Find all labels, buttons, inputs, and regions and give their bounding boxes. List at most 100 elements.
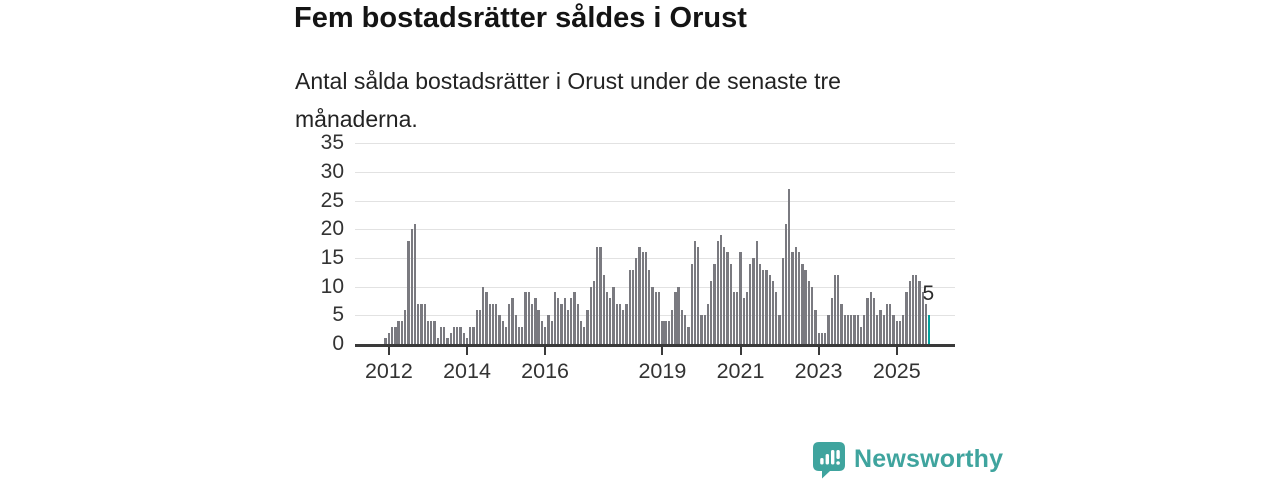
- gridline: [355, 200, 955, 202]
- bar: [384, 338, 387, 344]
- bar: [684, 315, 687, 345]
- bar: [573, 292, 576, 344]
- bar: [856, 315, 859, 345]
- bar: [511, 298, 514, 344]
- y-tick-label: 30: [320, 160, 344, 184]
- bar: [390, 326, 394, 344]
- bar: [397, 321, 400, 344]
- bar: [433, 321, 436, 344]
- bar: [833, 275, 837, 344]
- bar: [417, 303, 420, 344]
- bar: [824, 332, 827, 344]
- bar: [615, 303, 618, 344]
- bar: [739, 252, 742, 344]
- bar: [768, 275, 771, 344]
- bar: [547, 315, 550, 345]
- bar: [501, 321, 504, 344]
- bar: [827, 315, 830, 345]
- bar: [631, 269, 635, 344]
- bar: [911, 275, 915, 344]
- bar: [905, 292, 908, 344]
- bar: [628, 269, 631, 344]
- bar: [622, 309, 625, 344]
- bar: [788, 189, 791, 344]
- bar: [472, 326, 475, 344]
- x-tick-label: 2025: [872, 359, 921, 383]
- bar: [902, 315, 905, 345]
- bar: [840, 303, 843, 344]
- x-tick-label: 2021: [716, 359, 765, 383]
- gridline: [355, 258, 955, 260]
- bar: [540, 321, 544, 344]
- bar: [609, 298, 612, 344]
- bar: [723, 246, 726, 344]
- bar: [895, 321, 898, 344]
- bar: [797, 252, 801, 344]
- bar: [420, 303, 423, 344]
- bar: [439, 326, 443, 344]
- bar: [915, 275, 918, 344]
- bar: [537, 309, 540, 344]
- bar: [703, 315, 706, 345]
- x-axis-line: [355, 344, 955, 347]
- bar: [407, 240, 410, 344]
- bar: [749, 263, 752, 344]
- bar: [635, 258, 638, 345]
- chart-subtitle: Antal sålda bostadsrätter i Orust under …: [295, 68, 841, 132]
- bar: [837, 275, 840, 344]
- bar: [892, 315, 895, 345]
- bar: [687, 326, 690, 344]
- bar: [775, 292, 778, 344]
- bar: [866, 298, 869, 344]
- bar: [752, 258, 755, 345]
- bar: [521, 326, 524, 344]
- bar: [706, 303, 710, 344]
- bar: [736, 292, 739, 344]
- bar: [387, 332, 390, 344]
- bar: [456, 326, 459, 344]
- bar: [589, 286, 592, 344]
- x-tick-label: 2012: [364, 359, 413, 383]
- bar: [869, 292, 872, 344]
- bar: [732, 292, 736, 344]
- bar: [850, 315, 853, 345]
- bar: [801, 263, 804, 344]
- bar: [553, 292, 557, 344]
- bar: [449, 332, 452, 344]
- gridline: [355, 172, 955, 174]
- bar: [778, 315, 781, 345]
- bar: [853, 315, 856, 345]
- bar: [670, 309, 674, 344]
- bar: [872, 298, 876, 344]
- bar: [485, 292, 488, 344]
- bar: [566, 309, 570, 344]
- bar: [625, 303, 628, 344]
- x-tick: [466, 347, 468, 355]
- bar: [443, 326, 446, 344]
- bar: [524, 292, 527, 344]
- y-tick-label: 25: [320, 188, 344, 212]
- bar: [781, 258, 784, 345]
- bar: [710, 281, 713, 344]
- brand-name: Newsworthy: [854, 445, 1004, 473]
- bar: [876, 315, 879, 345]
- bar: [452, 326, 456, 344]
- bar: [667, 321, 671, 344]
- bar: [517, 326, 521, 344]
- bar: [654, 292, 657, 344]
- x-tick: [739, 347, 742, 355]
- bar: [475, 309, 478, 344]
- bar: [459, 326, 462, 344]
- bar: [462, 332, 465, 344]
- y-tick-label: 0: [332, 332, 344, 355]
- bar: [677, 286, 680, 344]
- bar: [765, 269, 768, 344]
- bar: [426, 321, 430, 344]
- bar: [576, 303, 579, 344]
- bar: [664, 321, 667, 344]
- bar: [465, 338, 469, 344]
- bar: [921, 292, 924, 344]
- bar: [791, 252, 794, 344]
- bar: [898, 321, 902, 344]
